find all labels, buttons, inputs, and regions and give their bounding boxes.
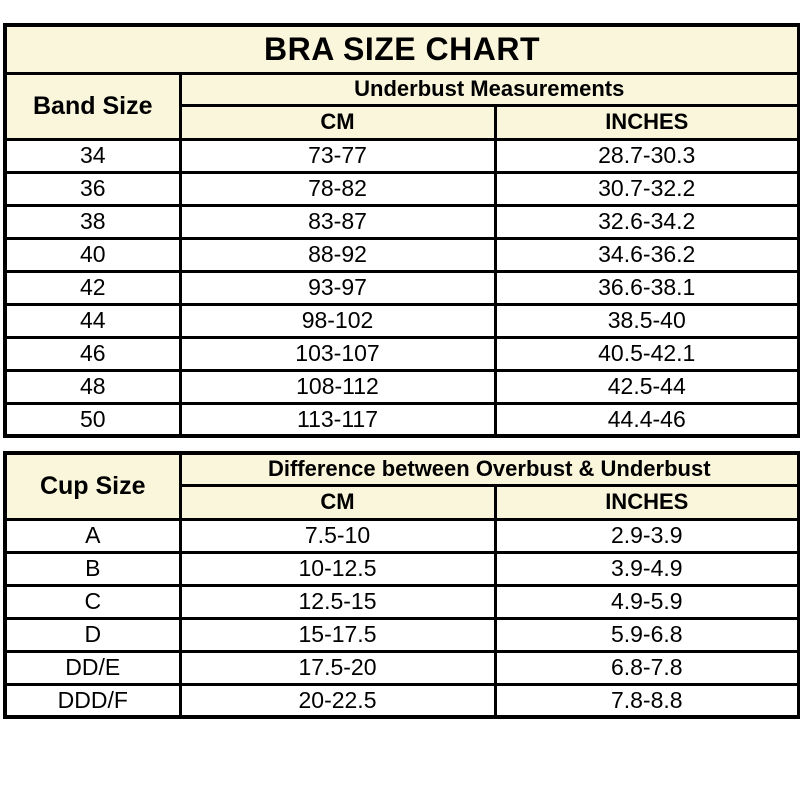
cup-inches-header: INCHES [493,483,800,521]
overbust-difference-header: Difference between Overbust & Underbust [178,451,800,487]
inches-range-cell: 28.7-30.3 [493,137,800,174]
cup-table-body: A 7.5-10 2.9-3.9 B 10-12.5 3.9-4.9 C 12.5-15 4.9… [3,517,800,719]
band-size-cell: 44 [3,302,182,339]
cm-range-cell: 113-117 [178,401,497,438]
cm-range-cell: 17.5-20 [178,649,497,686]
band-size-table: BRA SIZE CHART Band Size Underbust Measu… [3,23,800,438]
table-row: 34 73-77 28.7-30.3 [3,137,800,174]
band-cm-header: CM [178,103,497,141]
chart-title: BRA SIZE CHART [3,23,800,75]
inches-range-cell: 34.6-36.2 [493,236,800,273]
table-row: D 15-17.5 5.9-6.8 [3,616,800,653]
inches-range-cell: 30.7-32.2 [493,170,800,207]
inches-range-cell: 7.8-8.8 [493,682,800,719]
band-size-cell: 34 [3,137,182,174]
band-size-cell: 38 [3,203,182,240]
band-size-cell: 48 [3,368,182,405]
table-row: B 10-12.5 3.9-4.9 [3,550,800,587]
band-inches-header: INCHES [493,103,800,141]
cm-range-cell: 20-22.5 [178,682,497,719]
cm-range-cell: 10-12.5 [178,550,497,587]
table-row: DD/E 17.5-20 6.8-7.8 [3,649,800,686]
inches-range-cell: 42.5-44 [493,368,800,405]
table-row: 48 108-112 42.5-44 [3,368,800,405]
cm-range-cell: 93-97 [178,269,497,306]
cm-range-cell: 15-17.5 [178,616,497,653]
cm-range-cell: 7.5-10 [178,517,497,554]
title-row: BRA SIZE CHART [3,23,800,75]
table-row: 50 113-117 44.4-46 [3,401,800,438]
inches-range-cell: 3.9-4.9 [493,550,800,587]
table-row: 36 78-82 30.7-32.2 [3,170,800,207]
cup-size-cell: C [3,583,182,620]
inches-range-cell: 44.4-46 [493,401,800,438]
cm-range-cell: 83-87 [178,203,497,240]
inches-range-cell: 6.8-7.8 [493,649,800,686]
band-size-cell: 36 [3,170,182,207]
cm-range-cell: 88-92 [178,236,497,273]
table-row: 46 103-107 40.5-42.1 [3,335,800,372]
table-row: 42 93-97 36.6-38.1 [3,269,800,306]
cup-size-cell: B [3,550,182,587]
cm-range-cell: 103-107 [178,335,497,372]
cm-range-cell: 73-77 [178,137,497,174]
band-size-cell: 42 [3,269,182,306]
inches-range-cell: 4.9-5.9 [493,583,800,620]
table-row: 40 88-92 34.6-36.2 [3,236,800,273]
cup-size-table: Cup Size Difference between Overbust & U… [3,451,800,719]
inches-range-cell: 36.6-38.1 [493,269,800,306]
inches-range-cell: 5.9-6.8 [493,616,800,653]
cup-size-cell: DDD/F [3,682,182,719]
cm-range-cell: 78-82 [178,170,497,207]
table-row: C 12.5-15 4.9-5.9 [3,583,800,620]
band-size-cell: 50 [3,401,182,438]
cup-size-cell: D [3,616,182,653]
cup-size-cell: A [3,517,182,554]
inches-range-cell: 40.5-42.1 [493,335,800,372]
cm-range-cell: 108-112 [178,368,497,405]
underbust-measurements-header: Underbust Measurements [178,71,800,107]
cm-range-cell: 98-102 [178,302,497,339]
table-row: 44 98-102 38.5-40 [3,302,800,339]
unit-header-row: CM INCHES [5,103,800,141]
cup-size-header: Cup Size [3,451,182,521]
table-row: DDD/F 20-22.5 7.8-8.8 [3,682,800,719]
unit-header-row: CM INCHES [5,483,800,521]
table-row: 38 83-87 32.6-34.2 [3,203,800,240]
group-header-row: Band Size Underbust Measurements [3,71,800,141]
cup-size-cell: DD/E [3,649,182,686]
table-row: A 7.5-10 2.9-3.9 [3,517,800,554]
band-size-cell: 40 [3,236,182,273]
band-size-header: Band Size [3,71,182,141]
cm-range-cell: 12.5-15 [178,583,497,620]
band-table-body: 34 73-77 28.7-30.3 36 78-82 30.7-32.2 38 83-87 3… [3,137,800,438]
group-header-row: Cup Size Difference between Overbust & U… [3,451,800,521]
cup-cm-header: CM [178,483,497,521]
inches-range-cell: 2.9-3.9 [493,517,800,554]
inches-range-cell: 38.5-40 [493,302,800,339]
band-size-cell: 46 [3,335,182,372]
inches-range-cell: 32.6-34.2 [493,203,800,240]
